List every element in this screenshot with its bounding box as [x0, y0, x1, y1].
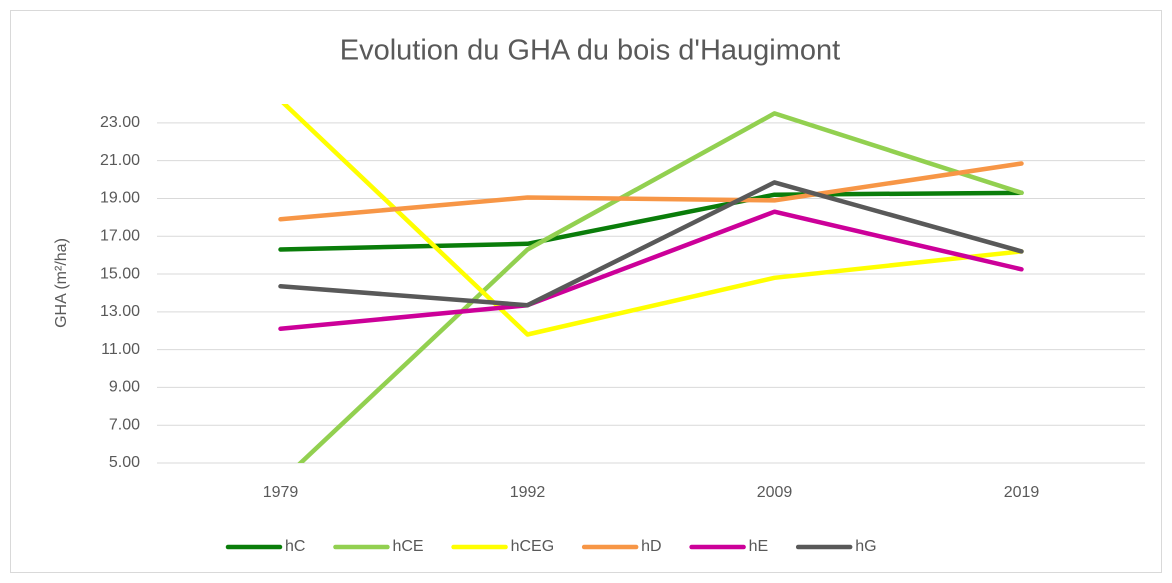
legend-label: hE	[749, 538, 769, 555]
x-tick-label: 2009	[757, 484, 793, 501]
series-line	[278, 161, 1024, 222]
legend-label: hCE	[392, 538, 423, 555]
y-tick-label: 11.00	[101, 341, 140, 358]
y-tick-label: 13.00	[100, 303, 140, 320]
series-line	[297, 111, 1024, 463]
series-line	[278, 209, 1024, 332]
y-tick-label: 17.00	[100, 227, 140, 244]
legend-label: hC	[285, 538, 305, 555]
x-tick-label: 2019	[1004, 484, 1040, 501]
y-tick-label: 21.00	[100, 152, 140, 169]
y-axis-label: GHA (m²/ha)	[53, 238, 70, 328]
legend-label: hG	[855, 538, 876, 555]
chart-frame	[10, 10, 1162, 573]
y-tick-label: 5.00	[109, 454, 140, 471]
y-tick-label: 19.00	[100, 190, 140, 207]
x-tick-label: 1979	[263, 484, 299, 501]
series-line	[281, 104, 1024, 337]
chart-title: Evolution du GHA du bois d'Haugimont	[340, 35, 840, 67]
plot-lines	[278, 104, 1024, 463]
y-tick-label: 9.00	[109, 379, 140, 396]
legend-label: hD	[641, 538, 661, 555]
y-tick-label: 7.00	[109, 416, 140, 433]
legend-label: hCEG	[511, 538, 555, 555]
x-tick-label: 1992	[510, 484, 546, 501]
y-tick-label: 15.00	[100, 265, 140, 282]
series-line	[278, 190, 1024, 252]
series-line	[278, 180, 1024, 308]
y-tick-label: 23.00	[100, 114, 140, 131]
